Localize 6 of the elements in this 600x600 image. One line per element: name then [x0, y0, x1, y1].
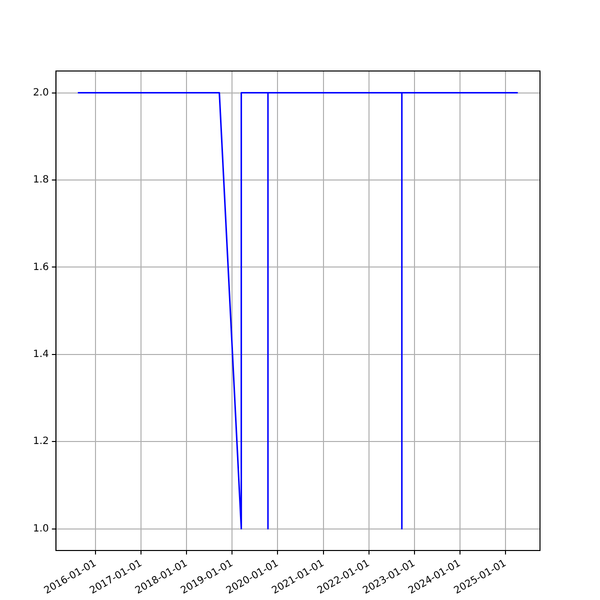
y-tick-label: 1.6: [32, 262, 49, 273]
y-tick-label: 1.0: [32, 523, 49, 534]
y-tick-label: 1.4: [32, 348, 49, 360]
y-tick-label: 2.0: [32, 87, 49, 98]
y-tick-label: 1.2: [32, 436, 49, 448]
y-tick-label: 1.8: [32, 174, 49, 186]
